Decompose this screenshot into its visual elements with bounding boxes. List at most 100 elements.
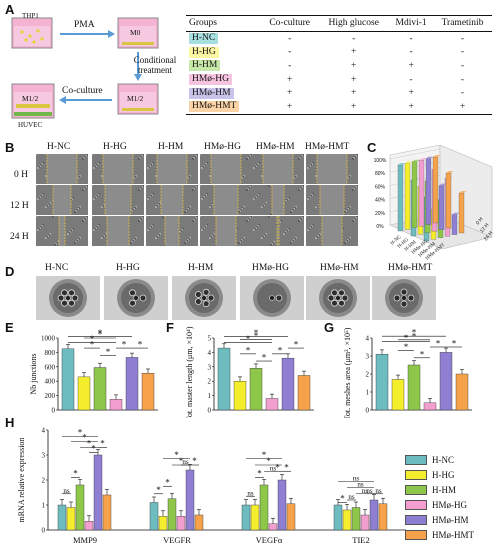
bar — [333, 504, 343, 531]
wound-micrograph — [306, 216, 358, 246]
table-row: H-HG - + - - — [186, 46, 492, 60]
svg-text:0%: 0% — [376, 224, 384, 230]
bar — [61, 348, 75, 411]
sig-star: * — [278, 345, 283, 355]
wound-micrograph — [92, 185, 144, 215]
bar-3d-top — [398, 163, 406, 165]
table-cell: + — [286, 74, 293, 85]
bar — [265, 398, 279, 411]
bar — [176, 516, 186, 531]
bar — [439, 352, 453, 411]
bar — [342, 509, 352, 531]
m12-right-label: M1/2 — [127, 94, 144, 103]
panel-letter-c: C — [367, 140, 377, 155]
huvec-label: HUVEC — [18, 121, 43, 129]
sig-star: * — [78, 427, 83, 437]
sig-star: * — [404, 342, 409, 352]
bar — [77, 376, 91, 411]
sig-ns: ns — [270, 464, 277, 472]
sig-star: * — [179, 456, 184, 466]
row-label: 12 H — [10, 201, 29, 211]
y-tick-label: 3 — [208, 363, 212, 371]
sig-star: * — [90, 340, 95, 350]
bar — [93, 367, 107, 411]
y-tick-label: 2 — [366, 371, 370, 379]
legend-item: HMø-HG — [405, 497, 500, 512]
y-axis-label: mRNA relative expression — [17, 438, 26, 523]
sig-star: * — [404, 333, 409, 343]
well-coculture — [11, 83, 55, 119]
x-category-label: VEGFα — [256, 535, 283, 545]
sig-star: * — [73, 469, 78, 479]
bar — [57, 504, 67, 531]
x-category-label: TIE2 — [352, 535, 369, 545]
schematic-diagram — [11, 17, 159, 119]
bar — [217, 347, 231, 411]
svg-text:60%: 60% — [375, 184, 386, 190]
group-name: H-NC — [189, 33, 219, 45]
well-m12-right — [117, 83, 159, 115]
sig-ns: ns — [182, 458, 189, 466]
sig-star: * — [138, 340, 143, 350]
groups-table: Groups Co-culture High glucose Mdivi-1 T… — [186, 15, 492, 115]
panel-letter-d: D — [5, 264, 15, 279]
bar — [351, 507, 361, 531]
sig-star: * — [82, 432, 87, 442]
sig-star: * — [420, 349, 425, 359]
sig-star: * — [452, 339, 457, 349]
group-name: HMø-HM — [189, 87, 234, 99]
chart-h-legend: H-NC H-HG H-HM HMø-HG HMø-HM HMø-HMT — [405, 452, 500, 542]
y-axis-label: Tot. meshes area (μm², ×10⁵) — [343, 327, 352, 418]
table-cell: - — [288, 60, 292, 71]
sig-ns: ns — [362, 487, 369, 495]
bar-3d-top — [405, 161, 413, 164]
sig-star: * — [98, 330, 103, 340]
bar — [375, 354, 389, 411]
bar — [286, 503, 296, 531]
y-tick-label: 1 — [366, 389, 370, 397]
wound-micrograph — [92, 154, 144, 184]
sig-star: * — [436, 339, 441, 349]
tube-micrograph — [36, 276, 100, 320]
col-label: H-HM — [158, 142, 184, 152]
legend-swatch — [405, 499, 427, 510]
bar — [391, 379, 405, 411]
legend-label: HMø-HM — [432, 514, 469, 525]
bar-3d — [404, 163, 411, 230]
table-cell: - — [460, 74, 465, 85]
bar-3d — [418, 160, 425, 227]
pma-label: PMA — [74, 20, 95, 30]
bar-3d-top — [419, 158, 427, 161]
col-label: H-HG — [103, 142, 127, 152]
wound-micrograph — [252, 185, 304, 215]
sig-star: * — [412, 331, 417, 341]
bar-3d — [445, 172, 452, 229]
bar — [241, 504, 251, 531]
sig-ns: ns — [63, 487, 70, 495]
sig-star: * — [257, 469, 262, 479]
bar — [297, 375, 311, 411]
legend-label: H-NC — [432, 454, 454, 465]
legend-item: HMø-HMT — [405, 527, 500, 542]
bar-3d-top — [459, 191, 467, 193]
sig-ns: ns — [348, 493, 355, 501]
header-mdivi: Mdivi-1 — [389, 15, 434, 32]
y-tick-label: 1000 — [41, 335, 56, 343]
bar-3d — [432, 156, 439, 224]
x-category-label: MMP9 — [73, 535, 97, 545]
table-cell: - — [352, 33, 356, 44]
col-label: HMø-HM — [256, 142, 295, 152]
y-tick-label: 600 — [45, 363, 56, 371]
scale-bar-d: 500 μm — [447, 298, 475, 307]
table-cell: + — [433, 99, 492, 115]
legend-item: H-HM — [405, 482, 500, 497]
y-tick-label: 0 — [42, 527, 46, 535]
col-label: HMø-HG — [252, 263, 289, 273]
table-row: H-NC - - - - — [186, 32, 492, 46]
bar — [167, 498, 177, 531]
wound-micrograph — [146, 185, 198, 215]
panel-letter-h: H — [5, 415, 15, 430]
y-tick-label: 3 — [366, 353, 370, 361]
y-tick-label: 3 — [42, 452, 46, 460]
